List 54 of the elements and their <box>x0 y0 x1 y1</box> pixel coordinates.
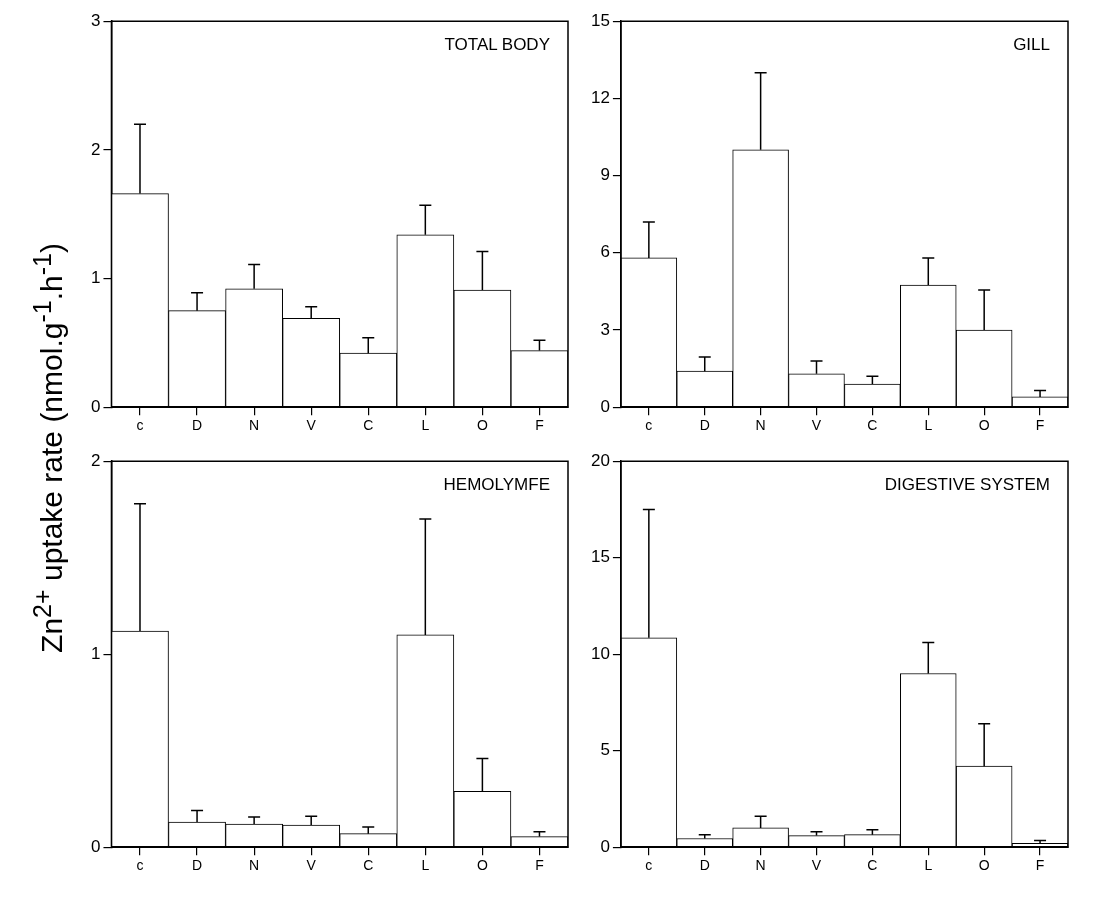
x-tick-label: L <box>421 417 430 434</box>
x-tick-label: c <box>136 417 144 434</box>
x-tick-label: D <box>699 857 710 874</box>
text: GILL <box>1013 35 1050 55</box>
x-tick-label: D <box>191 857 203 874</box>
x-tick-label: F <box>1035 417 1045 434</box>
x-tick-label: N <box>249 417 260 434</box>
y-tick-label: 15 <box>590 10 610 30</box>
x-tick-label: N <box>249 857 260 874</box>
x-tick-label: F <box>1035 857 1045 874</box>
y-tick-label: 0 <box>90 836 101 856</box>
x-tick-label: V <box>811 417 822 434</box>
x-tick-label: C <box>867 857 878 874</box>
y-tick-label: 0 <box>90 396 101 416</box>
y-tick-label: 3 <box>600 319 610 339</box>
y-tick-label: 0 <box>600 396 610 416</box>
y-tick-label: 3 <box>90 10 101 30</box>
x-tick-label: O <box>978 857 990 874</box>
y-tick-label: 0 <box>600 836 610 856</box>
y-tick-label: 6 <box>600 242 610 262</box>
y-tick-label: 20 <box>590 450 610 470</box>
y-tick-label: 2 <box>90 139 101 159</box>
x-tick-label: c <box>136 857 144 874</box>
x-tick-label: N <box>755 857 766 874</box>
x-tick-label: N <box>755 417 766 434</box>
x-tick-label: L <box>421 857 430 874</box>
x-tick-label: D <box>191 417 203 434</box>
x-tick-label: V <box>811 857 822 874</box>
x-tick-label: F <box>535 417 544 434</box>
x-tick-label: C <box>867 417 878 434</box>
x-tick-label: F <box>535 857 544 874</box>
x-tick-label: L <box>924 417 933 434</box>
text: TOTAL BODY <box>444 35 550 55</box>
text: HEMOLYMFE <box>443 475 550 495</box>
x-tick-label: c <box>645 857 653 874</box>
x-tick-label: V <box>306 857 317 874</box>
y-tick-label: 15 <box>590 547 610 567</box>
x-tick-label: D <box>699 417 710 434</box>
text: DIGESTIVE SYSTEM <box>884 475 1050 495</box>
x-tick-label: C <box>363 857 374 874</box>
y-tick-label: 9 <box>600 165 610 185</box>
y-tick-label: 1 <box>90 268 101 288</box>
x-tick-label: O <box>978 417 990 434</box>
x-tick-label: C <box>363 417 374 434</box>
x-tick-label: c <box>645 417 653 434</box>
x-tick-label: L <box>924 857 933 874</box>
y-tick-label: 1 <box>90 643 101 663</box>
x-tick-label: O <box>476 857 488 874</box>
y-tick-label: 2 <box>90 450 101 470</box>
x-tick-label: O <box>476 417 488 434</box>
y-tick-label: 12 <box>590 88 610 108</box>
y-tick-label: 5 <box>600 740 610 760</box>
x-tick-label: V <box>306 417 317 434</box>
y-tick-label: 10 <box>590 643 610 663</box>
